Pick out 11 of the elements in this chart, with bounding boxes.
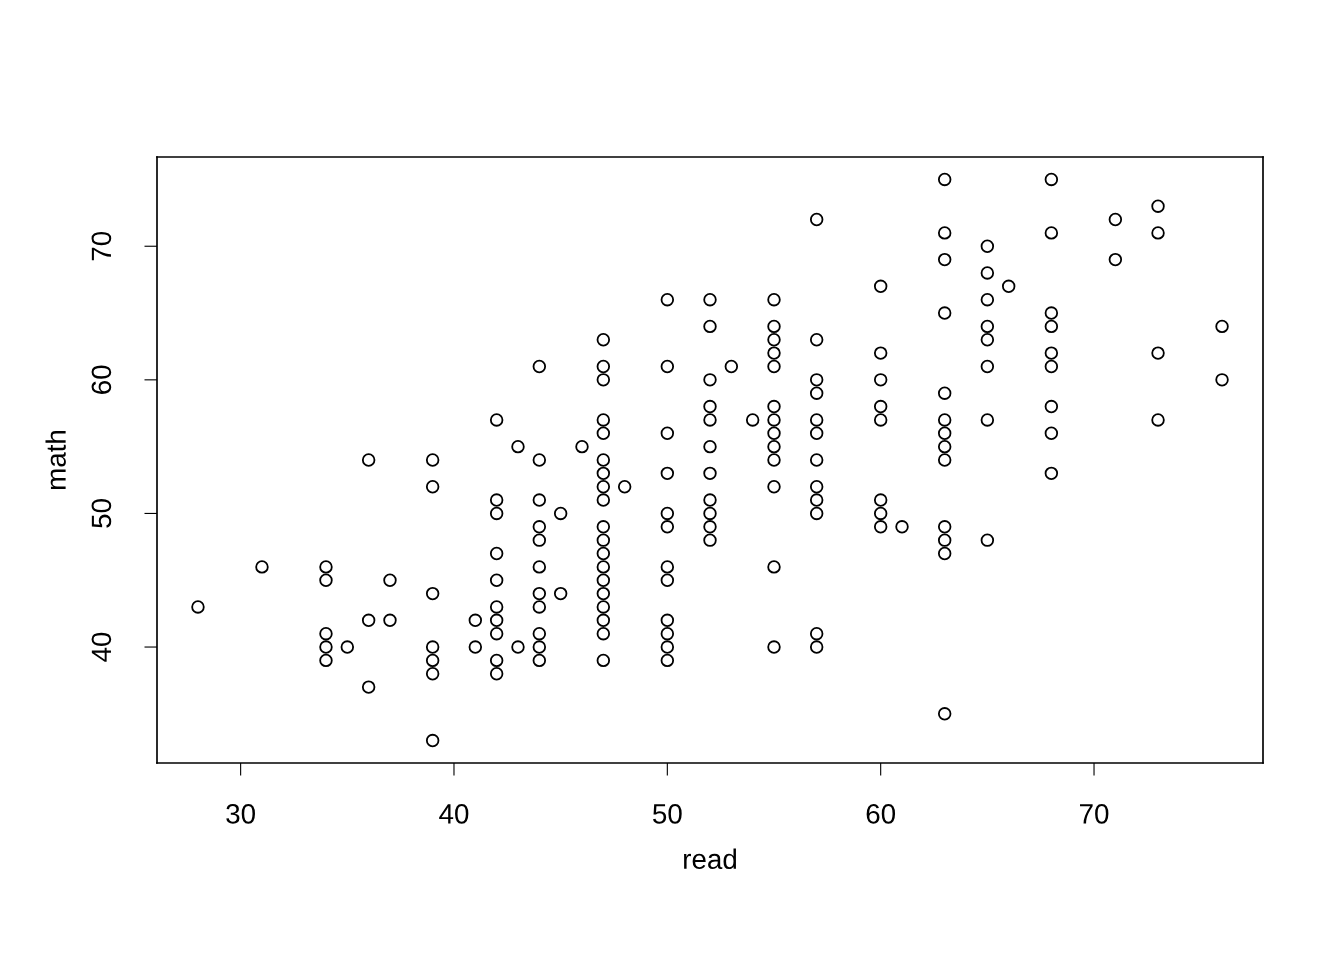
x-tick-label: 50 bbox=[652, 804, 682, 824]
x-tick-label: 40 bbox=[439, 804, 469, 824]
y-tick-label: 60 bbox=[91, 365, 112, 394]
y-tick-label: 40 bbox=[91, 632, 112, 662]
x-tick-label: 30 bbox=[226, 804, 255, 824]
y-tick-label: 70 bbox=[91, 231, 112, 261]
y-axis-title: math bbox=[45, 430, 66, 490]
x-tick-label: 70 bbox=[1080, 804, 1109, 824]
y-tick-label: 50 bbox=[91, 499, 112, 528]
x-axis-title: read bbox=[684, 848, 737, 870]
x-tick-label: 60 bbox=[866, 804, 896, 824]
